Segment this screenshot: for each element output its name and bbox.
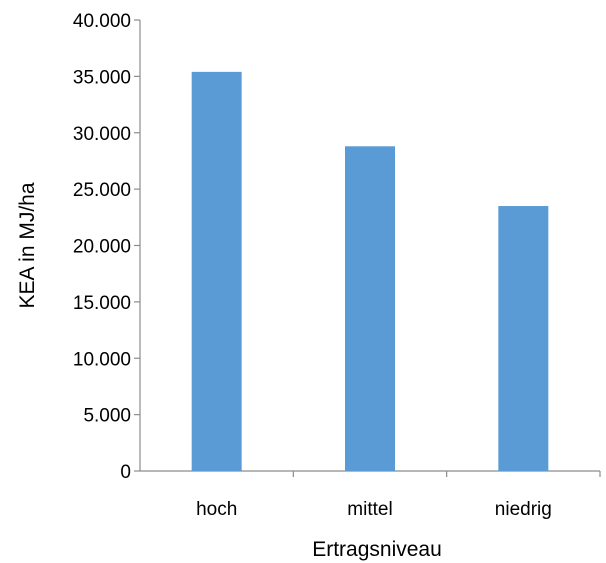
y-tick-label: 15.000 xyxy=(73,293,131,314)
y-tick-label: 40.000 xyxy=(73,11,131,32)
x-axis-title: Ertragsniveau xyxy=(312,538,442,561)
bar-mittel xyxy=(345,146,395,471)
y-tick-label: 0 xyxy=(120,462,131,483)
x-tick-labels: hoch mittel niedrig xyxy=(196,499,552,520)
y-tick-labels: 0 5.000 10.000 15.000 20.000 25.000 30.000 35.0… xyxy=(73,11,131,483)
bars xyxy=(191,71,549,472)
bar-niedrig xyxy=(498,206,549,471)
x-axis xyxy=(140,470,601,477)
x-tick-label: mittel xyxy=(347,499,392,520)
y-tick-label: 20.000 xyxy=(73,237,131,258)
y-tick-label: 35.000 xyxy=(73,67,131,88)
y-tick-label: 25.000 xyxy=(73,180,131,201)
y-tick-label: 5.000 xyxy=(83,406,131,427)
x-tick-label: hoch xyxy=(196,499,237,520)
y-axis xyxy=(134,19,141,472)
y-tick-label: 10.000 xyxy=(73,349,131,370)
x-tick-label: niedrig xyxy=(495,499,552,520)
y-tick-label: 30.000 xyxy=(73,124,131,145)
y-axis-title: KEA in MJ/ha xyxy=(16,182,39,308)
bar-hoch xyxy=(191,71,242,472)
